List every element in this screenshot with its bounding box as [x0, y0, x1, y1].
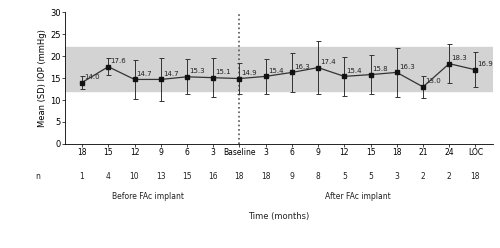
Text: 16.3: 16.3: [399, 64, 414, 70]
Text: 14.9: 14.9: [242, 70, 257, 76]
Text: 18: 18: [261, 172, 270, 181]
Text: 3: 3: [394, 172, 399, 181]
Text: 5: 5: [368, 172, 373, 181]
Text: 14.0: 14.0: [84, 74, 100, 80]
Text: 17.4: 17.4: [320, 59, 336, 65]
Text: 15.3: 15.3: [189, 68, 204, 74]
Text: 10: 10: [130, 172, 140, 181]
Text: 18: 18: [234, 172, 244, 181]
Text: 14.7: 14.7: [136, 71, 152, 77]
Text: 15.4: 15.4: [346, 68, 362, 74]
Text: After FAc implant: After FAc implant: [324, 192, 390, 201]
Text: 1: 1: [80, 172, 84, 181]
Text: 17.6: 17.6: [110, 58, 126, 64]
Text: 5: 5: [342, 172, 347, 181]
Text: 13.0: 13.0: [425, 78, 441, 85]
Y-axis label: Mean (SD) IOP (mmHg): Mean (SD) IOP (mmHg): [38, 29, 48, 127]
Text: 13: 13: [156, 172, 166, 181]
Text: 2: 2: [420, 172, 426, 181]
Text: 8: 8: [316, 172, 320, 181]
Text: 16: 16: [208, 172, 218, 181]
Text: 16.3: 16.3: [294, 64, 310, 70]
Text: Before FAc implant: Before FAc implant: [112, 192, 184, 201]
Text: 18: 18: [470, 172, 480, 181]
Text: 18.3: 18.3: [452, 55, 467, 61]
Text: 15: 15: [182, 172, 192, 181]
Text: 16.9: 16.9: [478, 62, 494, 67]
Text: n: n: [35, 172, 40, 181]
Text: 2: 2: [447, 172, 452, 181]
Text: 4: 4: [106, 172, 110, 181]
Text: 15.8: 15.8: [372, 66, 388, 72]
Text: 15.4: 15.4: [268, 68, 283, 74]
Bar: [65, 47, 492, 91]
Text: 9: 9: [290, 172, 294, 181]
Text: 15.1: 15.1: [216, 69, 231, 75]
Text: 14.7: 14.7: [163, 71, 178, 77]
Text: Time (months): Time (months): [248, 212, 310, 221]
